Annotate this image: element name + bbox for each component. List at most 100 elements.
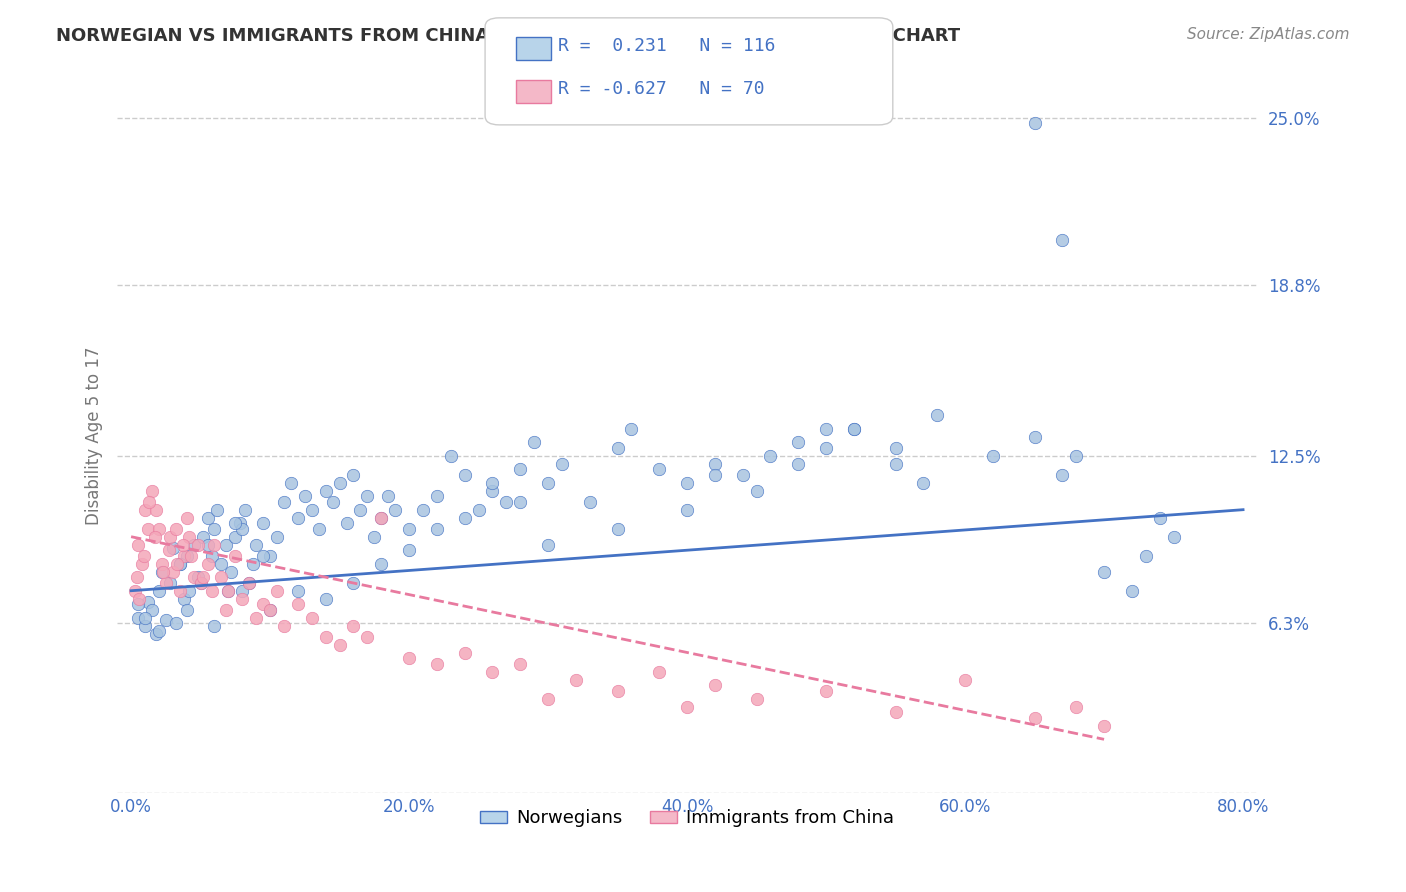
Point bbox=[745, 691, 768, 706]
Point bbox=[169, 557, 191, 571]
Point bbox=[301, 502, 323, 516]
Point bbox=[453, 467, 475, 482]
Point bbox=[172, 538, 194, 552]
Point bbox=[162, 565, 184, 579]
Point bbox=[606, 441, 628, 455]
Point bbox=[136, 522, 159, 536]
Point bbox=[187, 538, 209, 552]
Point bbox=[259, 549, 281, 563]
Point bbox=[356, 489, 378, 503]
Point bbox=[242, 557, 264, 571]
Point bbox=[148, 583, 170, 598]
Point bbox=[620, 422, 643, 436]
Point bbox=[214, 602, 236, 616]
Point bbox=[231, 583, 253, 598]
Point bbox=[537, 475, 560, 490]
Point bbox=[815, 683, 838, 698]
Point bbox=[467, 502, 489, 516]
Point bbox=[884, 441, 907, 455]
Point bbox=[1052, 233, 1074, 247]
Point bbox=[180, 549, 202, 563]
Point bbox=[648, 462, 671, 476]
Point bbox=[815, 422, 838, 436]
Point bbox=[207, 502, 229, 516]
Point bbox=[273, 494, 295, 508]
Point bbox=[134, 619, 156, 633]
Point bbox=[152, 565, 174, 579]
Point bbox=[127, 611, 149, 625]
Point bbox=[676, 475, 699, 490]
Point bbox=[179, 583, 201, 598]
Point bbox=[134, 611, 156, 625]
Point bbox=[315, 591, 337, 606]
Point bbox=[204, 538, 226, 552]
Y-axis label: Disability Age 5 to 17: Disability Age 5 to 17 bbox=[86, 346, 103, 524]
Point bbox=[703, 678, 725, 692]
Point bbox=[165, 616, 187, 631]
Point bbox=[204, 619, 226, 633]
Point bbox=[150, 565, 173, 579]
Point bbox=[453, 510, 475, 524]
Point bbox=[322, 494, 344, 508]
Point bbox=[214, 538, 236, 552]
Point bbox=[157, 543, 180, 558]
Point bbox=[426, 657, 449, 671]
Point bbox=[141, 602, 163, 616]
Point bbox=[787, 457, 810, 471]
Point bbox=[127, 597, 149, 611]
Point bbox=[912, 475, 935, 490]
Point bbox=[1149, 510, 1171, 524]
Point bbox=[1092, 719, 1115, 733]
Point bbox=[179, 530, 201, 544]
Point bbox=[356, 630, 378, 644]
Point bbox=[509, 462, 531, 476]
Point bbox=[287, 597, 309, 611]
Point bbox=[187, 570, 209, 584]
Point bbox=[481, 665, 503, 679]
Point bbox=[1135, 549, 1157, 563]
Point bbox=[169, 557, 191, 571]
Point bbox=[259, 602, 281, 616]
Point bbox=[342, 575, 364, 590]
Point bbox=[1064, 449, 1087, 463]
Point bbox=[481, 483, 503, 498]
Point bbox=[842, 422, 865, 436]
Point bbox=[238, 575, 260, 590]
Point bbox=[370, 510, 392, 524]
Point bbox=[155, 614, 177, 628]
Point bbox=[745, 483, 768, 498]
Point bbox=[209, 570, 232, 584]
Point bbox=[1163, 530, 1185, 544]
Point bbox=[252, 516, 274, 531]
Point bbox=[159, 575, 181, 590]
Point bbox=[224, 530, 246, 544]
Point bbox=[481, 475, 503, 490]
Point bbox=[228, 516, 250, 531]
Point bbox=[162, 541, 184, 555]
Point bbox=[183, 538, 205, 552]
Point bbox=[363, 530, 385, 544]
Point bbox=[551, 457, 574, 471]
Point bbox=[1052, 467, 1074, 482]
Point bbox=[578, 494, 600, 508]
Point bbox=[266, 530, 288, 544]
Point bbox=[193, 570, 215, 584]
Point bbox=[201, 549, 224, 563]
Point bbox=[1092, 565, 1115, 579]
Point bbox=[176, 602, 198, 616]
Point bbox=[426, 522, 449, 536]
Point bbox=[703, 467, 725, 482]
Point bbox=[173, 549, 195, 563]
Point bbox=[884, 706, 907, 720]
Point bbox=[315, 630, 337, 644]
Point bbox=[787, 435, 810, 450]
Point bbox=[145, 627, 167, 641]
Point bbox=[245, 611, 267, 625]
Point bbox=[190, 575, 212, 590]
Point bbox=[1024, 430, 1046, 444]
Point bbox=[217, 583, 239, 598]
Point bbox=[495, 494, 517, 508]
Point bbox=[197, 557, 219, 571]
Point bbox=[342, 467, 364, 482]
Point bbox=[138, 494, 160, 508]
